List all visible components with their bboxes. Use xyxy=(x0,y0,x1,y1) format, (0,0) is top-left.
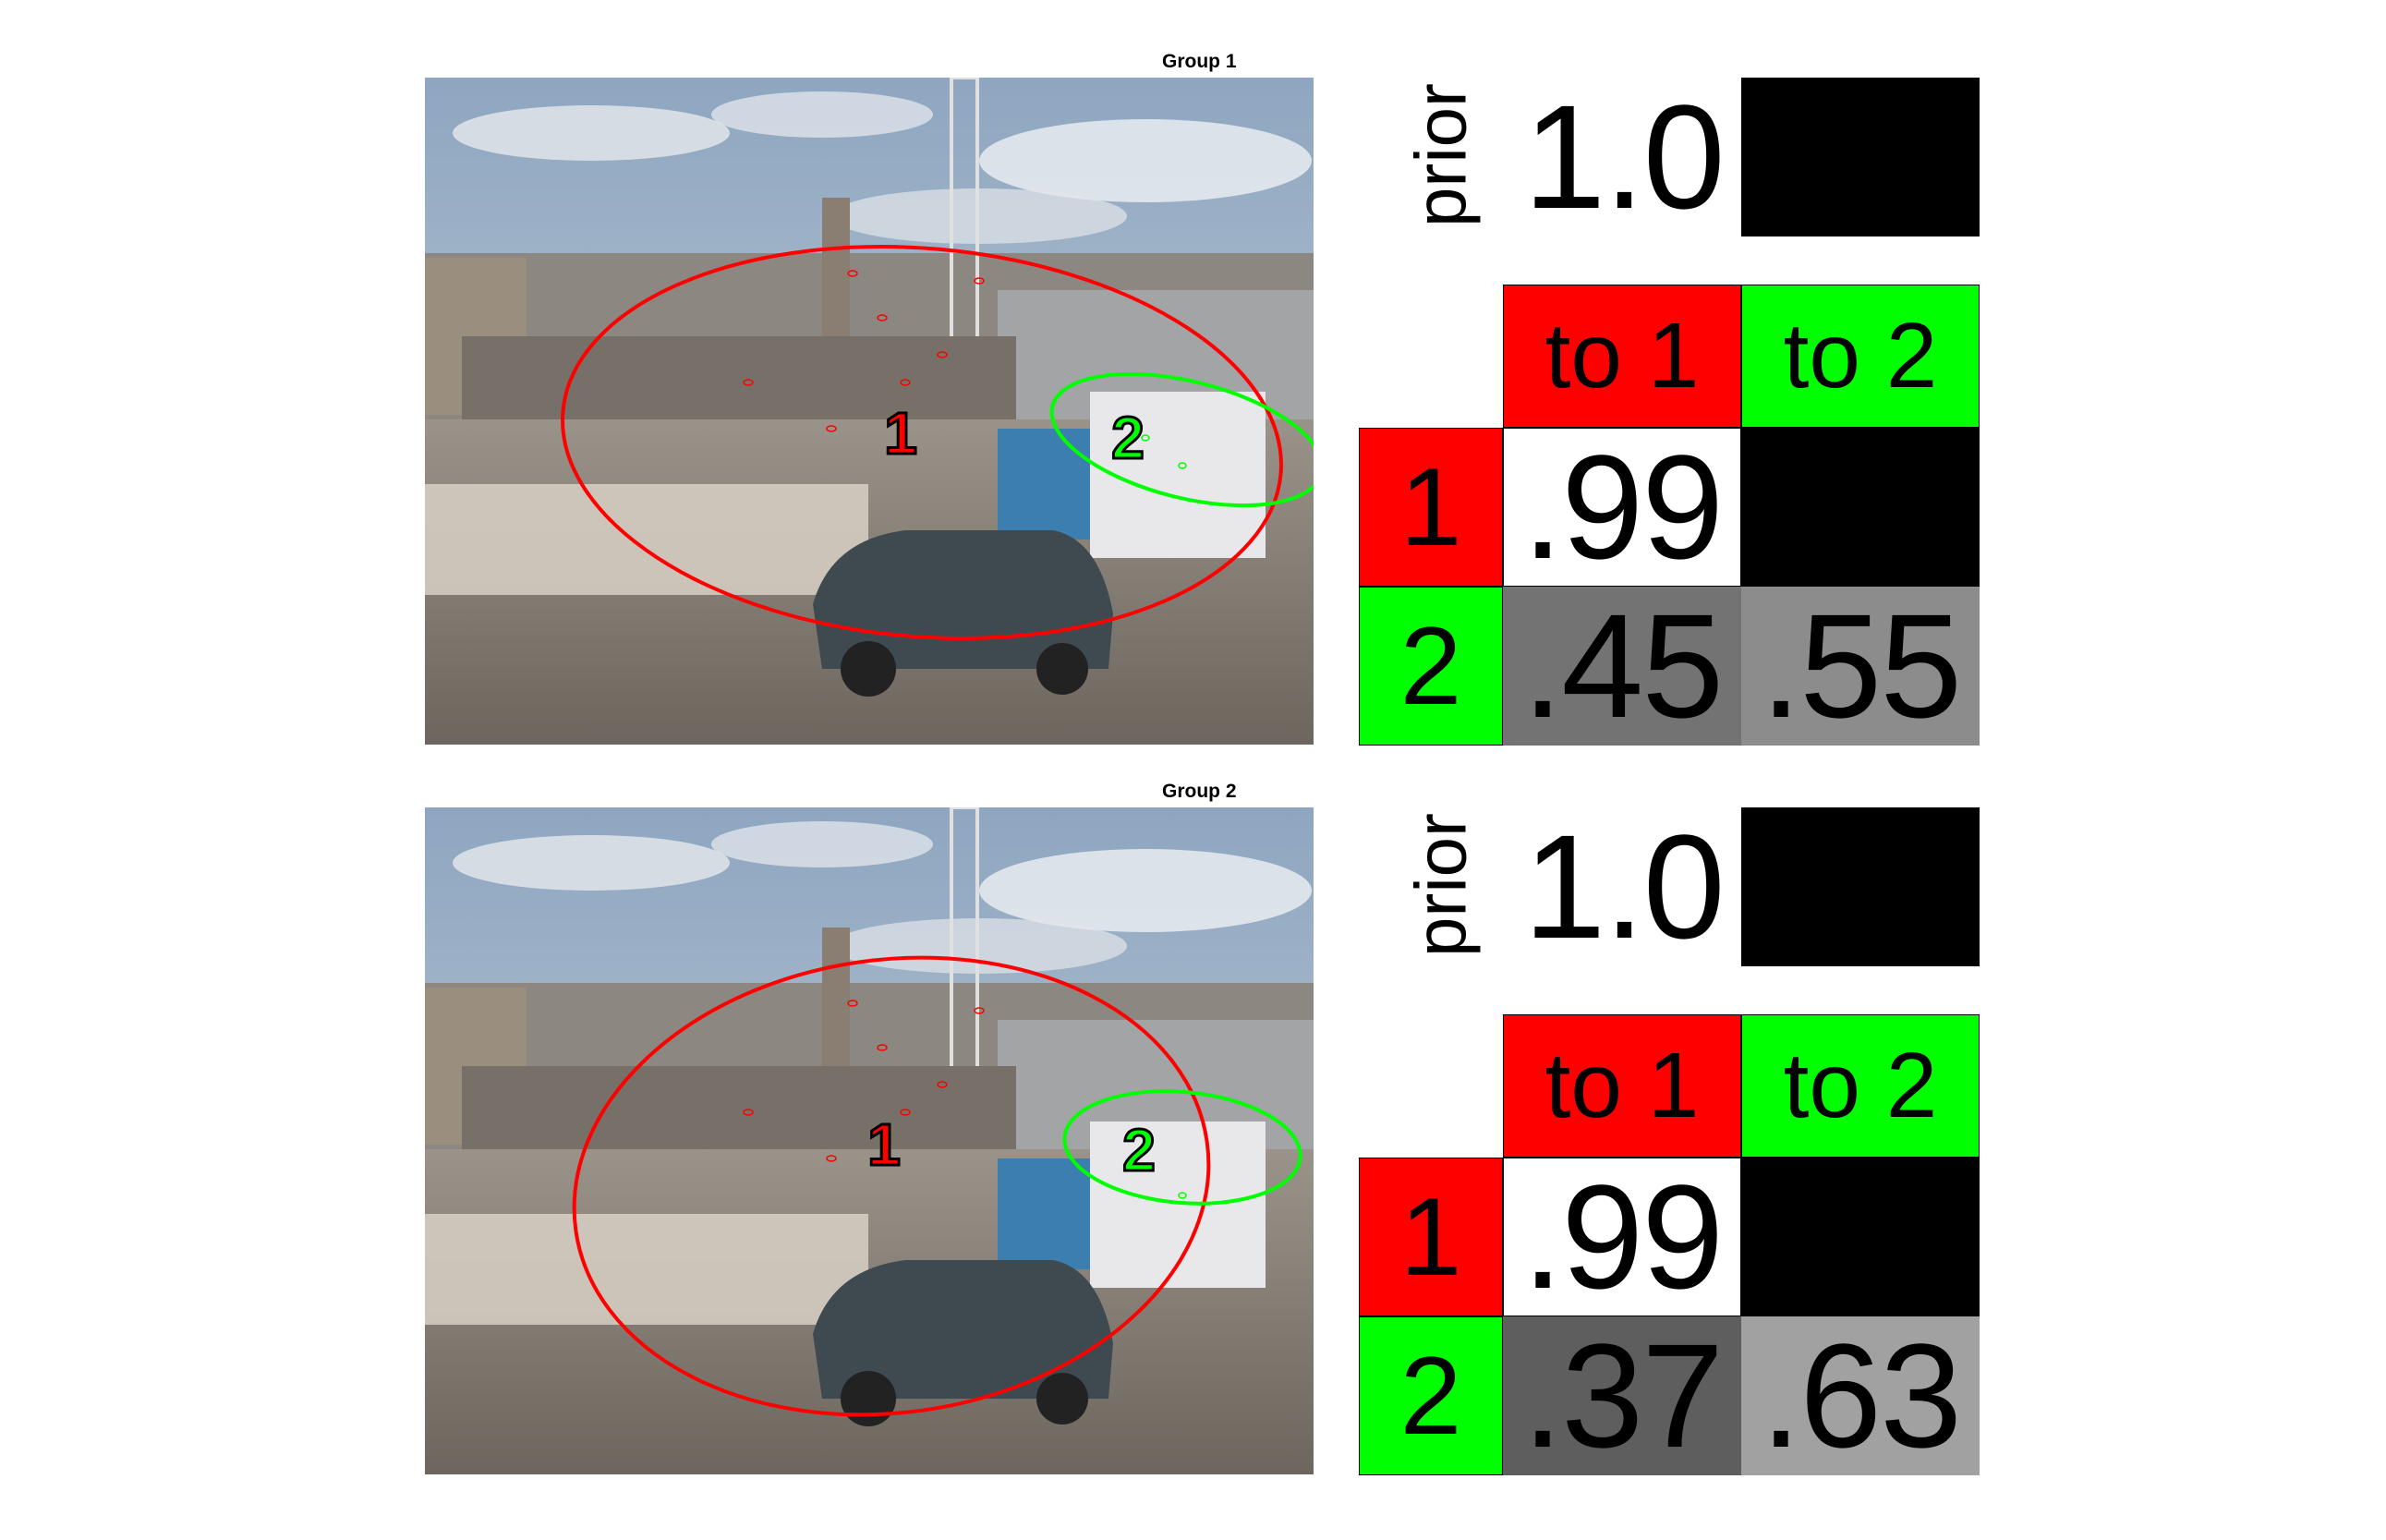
prior-swatch xyxy=(1741,807,1980,966)
cluster-marker-2: 2 xyxy=(1121,1118,1157,1182)
transition-cell-1-1: .99 xyxy=(1503,428,1741,587)
scene-image: 1 2 xyxy=(425,78,1314,745)
scene-image: 1 2 xyxy=(425,807,1314,1474)
row-label-1: 1 xyxy=(1359,428,1503,587)
header-to-2: to 2 xyxy=(1741,1014,1980,1158)
cluster-ellipse-2 xyxy=(1062,1089,1302,1206)
cluster-marker-1: 1 xyxy=(866,1112,902,1177)
transition-cell-1-1: .99 xyxy=(1503,1158,1741,1316)
transition-cell-1-2 xyxy=(1741,428,1980,587)
group-panel-1: Group 1 xyxy=(0,0,2386,746)
prior-value: 1.0 xyxy=(1523,78,1725,236)
cluster-ellipse-1 xyxy=(561,245,1283,640)
row-label-1: 1 xyxy=(1359,1158,1503,1316)
transition-cell-2-1: .45 xyxy=(1503,587,1741,746)
header-to-1: to 1 xyxy=(1503,1014,1741,1158)
transition-cell-2-1: .37 xyxy=(1503,1316,1741,1475)
group-title: Group 1 xyxy=(1162,51,1237,72)
transition-cell-2-2: .63 xyxy=(1741,1316,1980,1475)
cluster-ellipse-1 xyxy=(572,955,1211,1417)
prior-swatch xyxy=(1741,78,1980,236)
cluster-marker-2: 2 xyxy=(1110,406,1146,470)
group-panel-2: Group 2 xyxy=(0,730,2386,1475)
header-to-2: to 2 xyxy=(1741,285,1980,428)
group-title: Group 2 xyxy=(1162,781,1237,802)
transition-cell-2-2: .55 xyxy=(1741,587,1980,746)
header-to-1: to 1 xyxy=(1503,285,1741,428)
row-label-2: 2 xyxy=(1359,1316,1503,1475)
cluster-ellipse-2 xyxy=(1049,371,1314,508)
prior-value: 1.0 xyxy=(1523,807,1725,966)
cluster-marker-1: 1 xyxy=(883,401,919,466)
transition-cell-1-2 xyxy=(1741,1158,1980,1316)
row-label-2: 2 xyxy=(1359,587,1503,746)
